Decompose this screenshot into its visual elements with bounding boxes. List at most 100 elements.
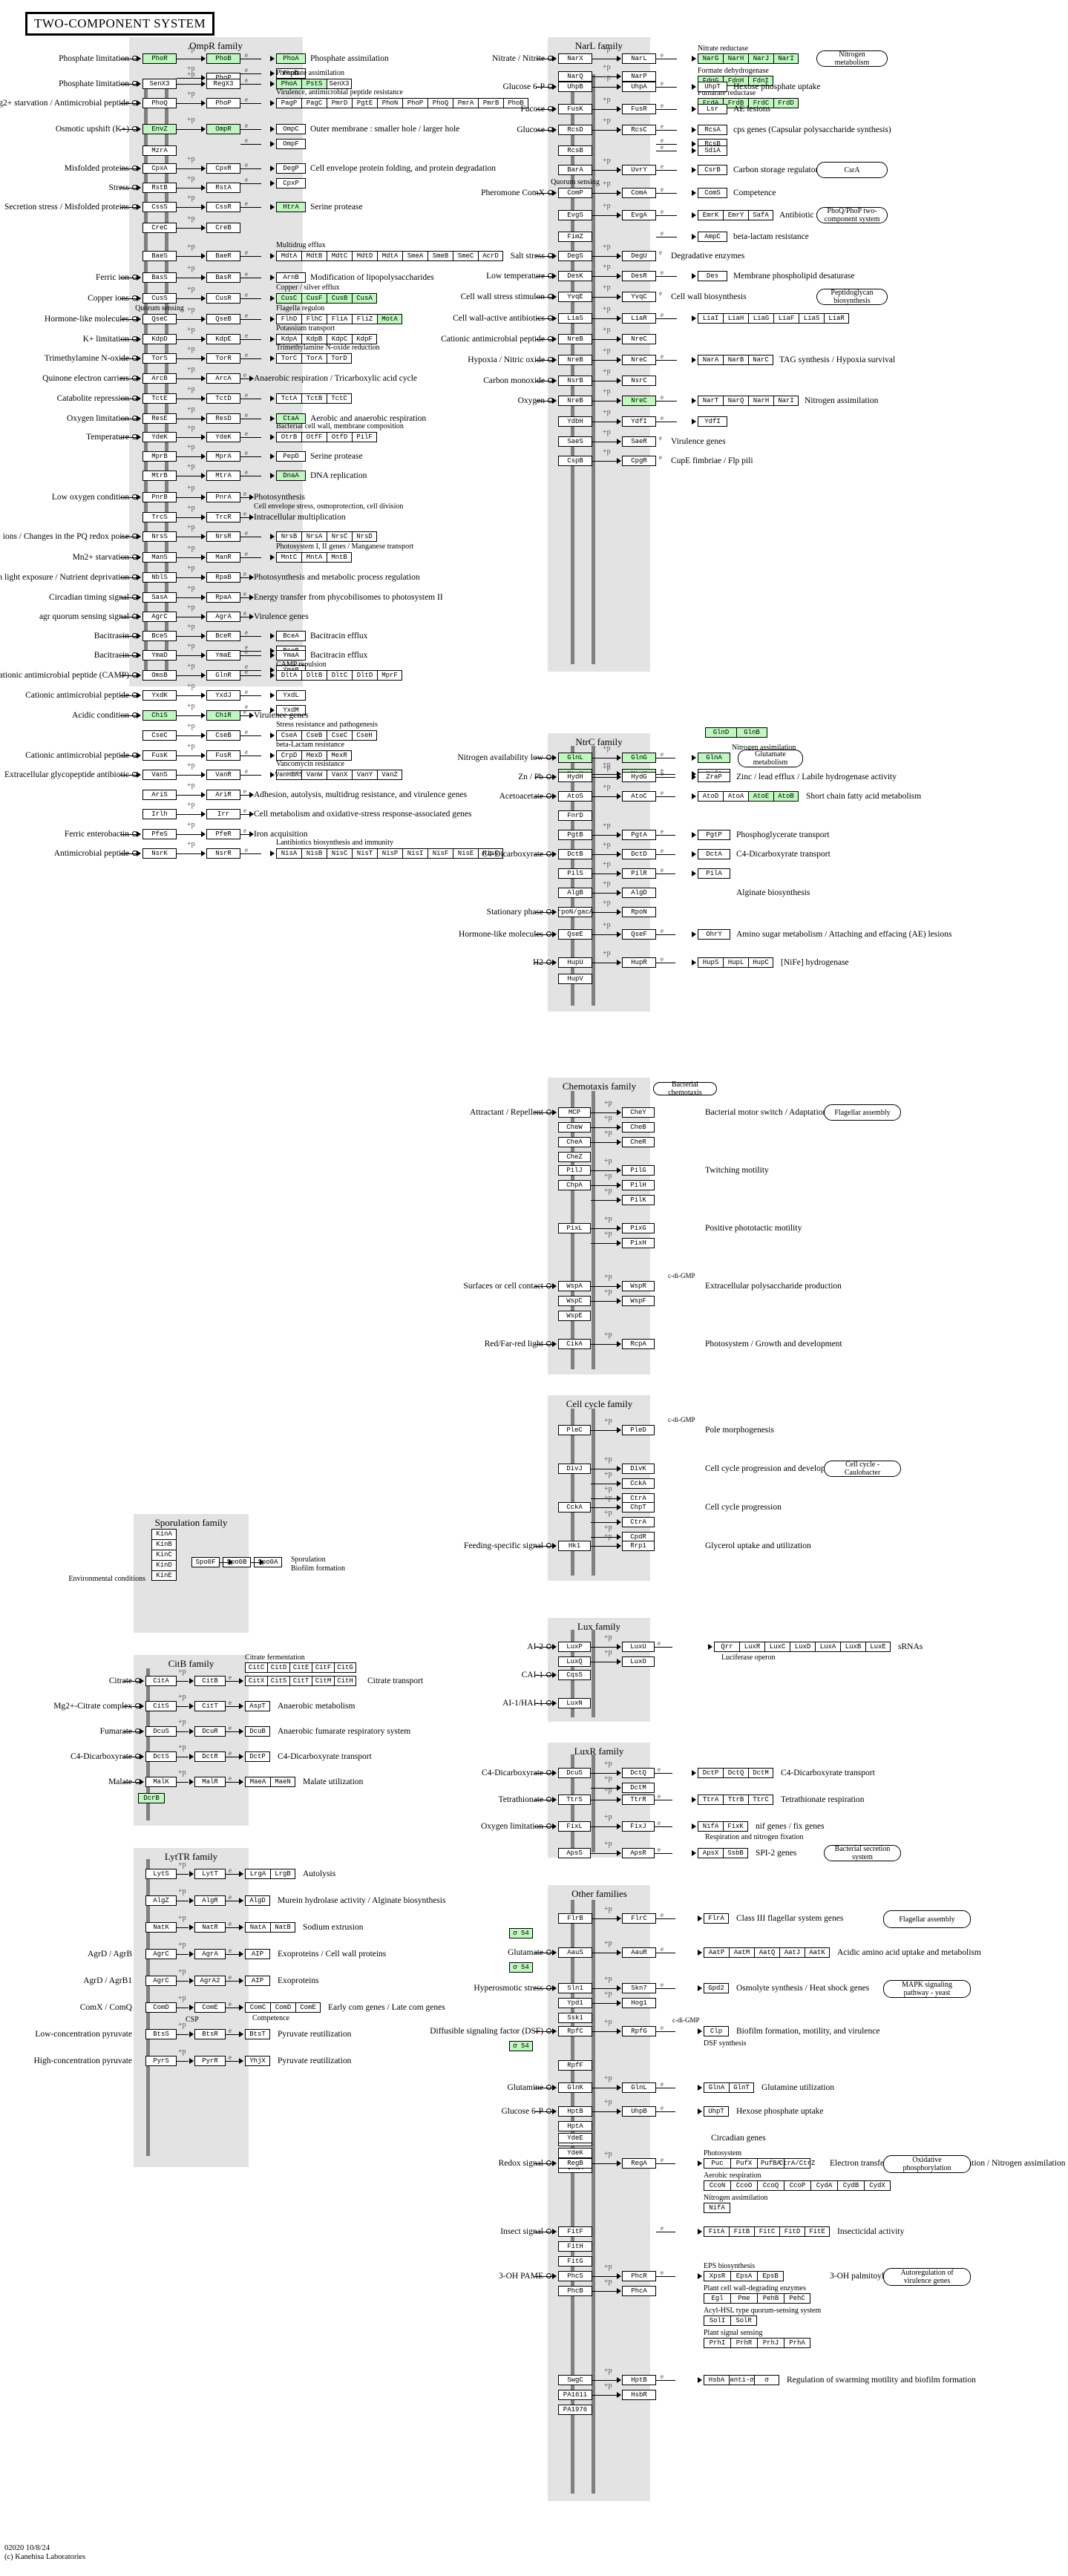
gene-box[interactable]: LuxE — [865, 1642, 891, 1652]
gene-box[interactable]: NrsA — [301, 531, 327, 542]
compound-node[interactable] — [546, 2085, 551, 2090]
gene-box[interactable]: TtrA — [698, 1795, 723, 1805]
sensor-kinase-box[interactable]: HptA — [558, 2121, 592, 2131]
response-regulator-box[interactable]: CpxR — [206, 163, 240, 174]
sensor-kinase-box[interactable]: rpoN/gacA — [557, 907, 593, 917]
sensor-kinase-box[interactable]: SasA — [142, 592, 177, 603]
response-regulator-box[interactable]: WspF — [622, 1296, 655, 1306]
sensor-kinase-box[interactable]: FnrD — [558, 810, 592, 821]
gene-box[interactable]: FrdB — [723, 98, 748, 108]
response-regulator-box[interactable]: DctD — [622, 849, 656, 859]
gene-box[interactable]: LrgB — [270, 1869, 295, 1879]
gene-box[interactable]: AatM — [729, 1947, 754, 1958]
gene-box[interactable]: NarT — [698, 396, 723, 406]
sensor-kinase-box[interactable]: YdeK — [142, 432, 177, 442]
response-regulator-box[interactable]: UhpA — [622, 82, 656, 92]
gene-box[interactable]: MexR — [327, 750, 352, 761]
sensor-kinase-box[interactable]: BtsS — [145, 2029, 177, 2039]
effector-gene-box[interactable]: YxdL — [276, 690, 306, 701]
map-link-capsule[interactable]: Bacterial secretion system — [824, 1845, 901, 1861]
gene-box[interactable]: VanZ — [377, 770, 402, 780]
map-link-capsule[interactable]: MAPK signaling pathway - yeast — [883, 1980, 971, 1998]
gene-box[interactable]: PmrB — [478, 98, 503, 108]
sigma-factor-box[interactable]: σ 54 — [509, 2041, 533, 2051]
map-link-capsule[interactable]: Cell cycle - Caulobacter — [824, 1461, 901, 1477]
gene-box[interactable]: CitE — [289, 1662, 312, 1673]
sensor-kinase-box[interactable]: YdeK — [558, 2148, 592, 2158]
response-regulator-box[interactable]: CheB — [622, 1122, 655, 1133]
compound-node[interactable] — [546, 1985, 551, 1990]
gene-box[interactable]: EpsA — [730, 2271, 757, 2281]
gene-box[interactable]: NisT — [352, 848, 377, 859]
gene-box[interactable]: HsbA — [704, 2375, 729, 2385]
response-regulator-box[interactable]: PgtA — [622, 830, 656, 840]
gene-box[interactable]: CitC — [245, 1662, 267, 1673]
sensor-kinase-box[interactable]: CspB — [558, 456, 592, 466]
gene-box[interactable]: AcrD — [478, 251, 503, 261]
response-regulator-box[interactable]: NatR — [194, 1922, 226, 1933]
gene-box[interactable]: SolI — [704, 2316, 730, 2326]
gene-box[interactable]: PagP — [276, 98, 301, 108]
effector-gene-box[interactable]: OmpF — [276, 139, 306, 149]
gene-box[interactable]: NifA — [698, 1821, 723, 1832]
gene-box[interactable]: OtfD — [327, 432, 352, 442]
gene-box[interactable]: PgtE — [352, 98, 377, 108]
gene-box[interactable]: DctP — [698, 1768, 723, 1778]
effector-gene-box[interactable]: PhoD — [276, 68, 306, 79]
sensor-kinase-box[interactable]: CseC — [142, 730, 177, 741]
sensor-kinase-box[interactable]: CitS — [145, 1701, 177, 1711]
sensor-kinase-box[interactable]: FitG — [558, 2256, 592, 2267]
response-regulator-box[interactable]: NarP — [622, 71, 656, 82]
sensor-kinase-box[interactable]: BaeS — [142, 251, 177, 261]
sensor-kinase-box[interactable]: MzrA — [142, 145, 177, 156]
map-link-capsule[interactable]: Autoregulation of virulence genes — [883, 2268, 971, 2286]
sensor-kinase-box[interactable]: YxdK — [142, 690, 177, 701]
response-regulator-box[interactable]: AlgD — [622, 888, 656, 898]
response-regulator-box[interactable]: FixJ — [622, 1821, 655, 1832]
gene-box[interactable]: Pme — [730, 2293, 757, 2304]
sensor-kinase-box[interactable]: NsrK — [142, 848, 177, 859]
gene-box[interactable]: HupS — [698, 957, 723, 968]
response-regulator-box[interactable]: ManR — [206, 552, 240, 563]
sensor-kinase-box[interactable]: CckA — [558, 1502, 591, 1513]
response-regulator-box[interactable]: NreC — [622, 396, 656, 406]
sensor-kinase-box[interactable]: PyrS — [145, 2056, 177, 2066]
gene-box[interactable]: KinB — [151, 1539, 177, 1550]
compound-node[interactable] — [546, 1110, 551, 1115]
gene-box[interactable]: GlnD — [705, 727, 736, 738]
gene-box[interactable]: PagC — [301, 98, 327, 108]
gene-box[interactable]: CseH — [352, 730, 377, 741]
sensor-kinase-box[interactable]: CusS — [142, 293, 177, 304]
compound-node[interactable] — [546, 2160, 551, 2166]
gene-box[interactable]: KinA — [151, 1529, 177, 1539]
map-link-capsule[interactable]: Bacterial chemotaxis — [653, 1081, 717, 1097]
gene-box[interactable]: CitG — [334, 1662, 356, 1673]
gene-box[interactable]: NrsB — [276, 531, 301, 542]
sensor-kinase-box[interactable]: CreC — [142, 223, 177, 233]
response-regulator-box[interactable]: MtrA — [206, 471, 240, 481]
response-regulator-box[interactable]: PyrR — [194, 2056, 226, 2066]
compound-node[interactable] — [546, 851, 551, 856]
effector-gene-box[interactable]: BceA — [276, 631, 306, 641]
map-link-capsule[interactable]: Glutamate metabolism — [738, 750, 803, 767]
response-regulator-box[interactable]: FusR — [622, 104, 656, 114]
gene-box[interactable]: LiaR — [824, 313, 849, 324]
gene-box[interactable]: CusB — [327, 293, 352, 304]
sensor-kinase-box[interactable]: TorS — [142, 353, 177, 364]
response-regulator-box[interactable]: HupR — [622, 957, 656, 968]
gene-box[interactable]: CrpD — [276, 750, 301, 761]
gene-box[interactable]: LuxD — [790, 1642, 815, 1652]
sensor-kinase-box[interactable]: CitA — [145, 1676, 177, 1686]
gene-box[interactable]: CitF — [312, 1662, 334, 1673]
gene-box[interactable]: SsbB — [723, 1848, 748, 1858]
sensor-kinase-box[interactable]: WspC — [558, 1296, 591, 1306]
gene-box[interactable]: ComE — [295, 2002, 321, 2013]
gene-box[interactable]: NarH — [748, 396, 773, 406]
gene-box[interactable]: KinD — [151, 1560, 177, 1570]
sensor-kinase-box[interactable]: RcsB — [558, 145, 592, 156]
compound-node[interactable] — [546, 1950, 551, 1955]
gene-box[interactable]: PehC — [784, 2293, 810, 2304]
response-regulator-box[interactable]: UvrY — [622, 165, 656, 175]
response-regulator-box[interactable]: CssR — [206, 202, 240, 212]
sensor-kinase-box[interactable]: FixL — [558, 1821, 591, 1832]
